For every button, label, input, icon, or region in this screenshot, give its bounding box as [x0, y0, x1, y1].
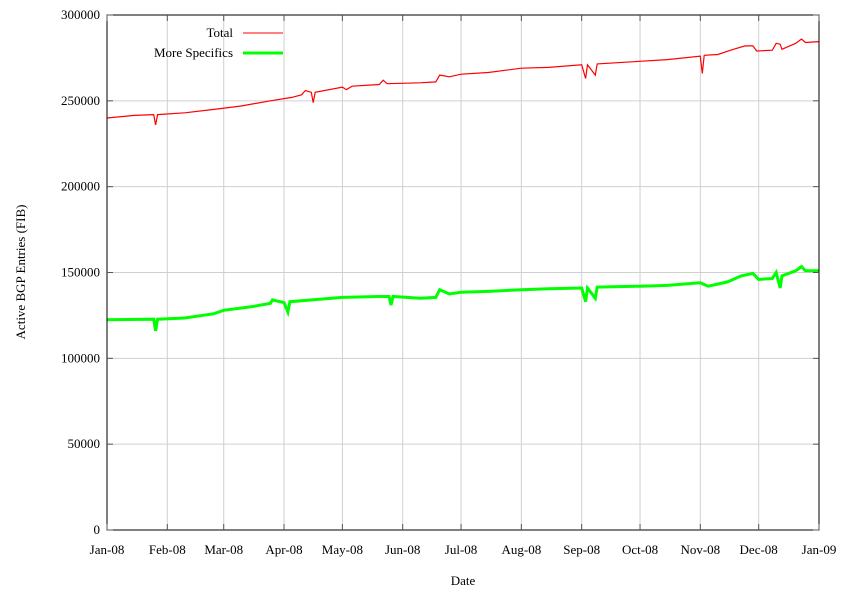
series-line-total: [106, 38, 820, 126]
series-layer: [106, 38, 820, 332]
y-tick-label: 250000: [61, 93, 100, 108]
x-tick-label: Jul-08: [445, 542, 478, 557]
x-tick-label: Aug-08: [502, 542, 542, 557]
legend-label-total: Total: [206, 25, 233, 40]
x-tick-label: Oct-08: [622, 542, 658, 557]
ticks: 0 50000 100000 150000 200000 250000 300000 Jan-…: [61, 7, 836, 557]
y-tick-label: 150000: [61, 265, 100, 280]
x-tick-label: Mar-08: [204, 542, 243, 557]
x-tick-label: Jan-08: [90, 542, 125, 557]
x-tick-label: Jan-09: [802, 542, 837, 557]
y-axis-label: Active BGP Entries (FIB): [13, 205, 28, 340]
x-tick-label: Sep-08: [563, 542, 600, 557]
x-axis-label: Date: [451, 573, 476, 588]
y-tick-label: 50000: [68, 436, 101, 451]
legend-label-more-specifics: More Specifics: [154, 45, 233, 60]
x-tick-label: May-08: [322, 542, 363, 557]
x-tick-label: Apr-08: [265, 542, 302, 557]
x-tick-label: Nov-08: [680, 542, 720, 557]
series-line-more-specifics: [106, 264, 819, 332]
legend: Total More Specifics: [154, 25, 283, 60]
x-tick-label: Dec-08: [740, 542, 778, 557]
x-tick-label: Feb-08: [149, 542, 186, 557]
y-tick-label: 0: [94, 522, 101, 537]
grid: [107, 15, 819, 530]
y-tick-label: 300000: [61, 7, 100, 22]
y-tick-label: 200000: [61, 179, 100, 194]
x-tick-label: Jun-08: [385, 542, 420, 557]
y-tick-label: 100000: [61, 350, 100, 365]
